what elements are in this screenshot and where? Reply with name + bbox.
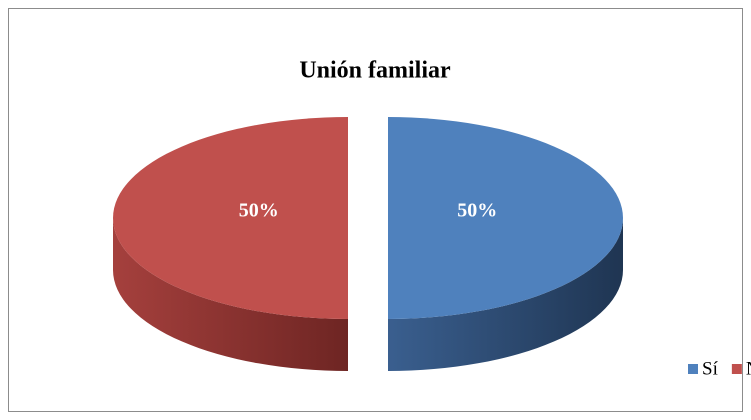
pie-side [388,218,623,371]
data-label: 50% [457,200,497,222]
pie-side [113,218,348,371]
pie-slice [113,117,348,319]
legend-swatch [731,364,742,374]
pie-slice [388,117,623,319]
data-label: 50% [239,200,279,222]
legend-label: Sí [702,358,719,379]
chart-title: Unión familiar [299,58,451,84]
legend-label: No [746,358,751,379]
legend-swatch [688,364,698,374]
